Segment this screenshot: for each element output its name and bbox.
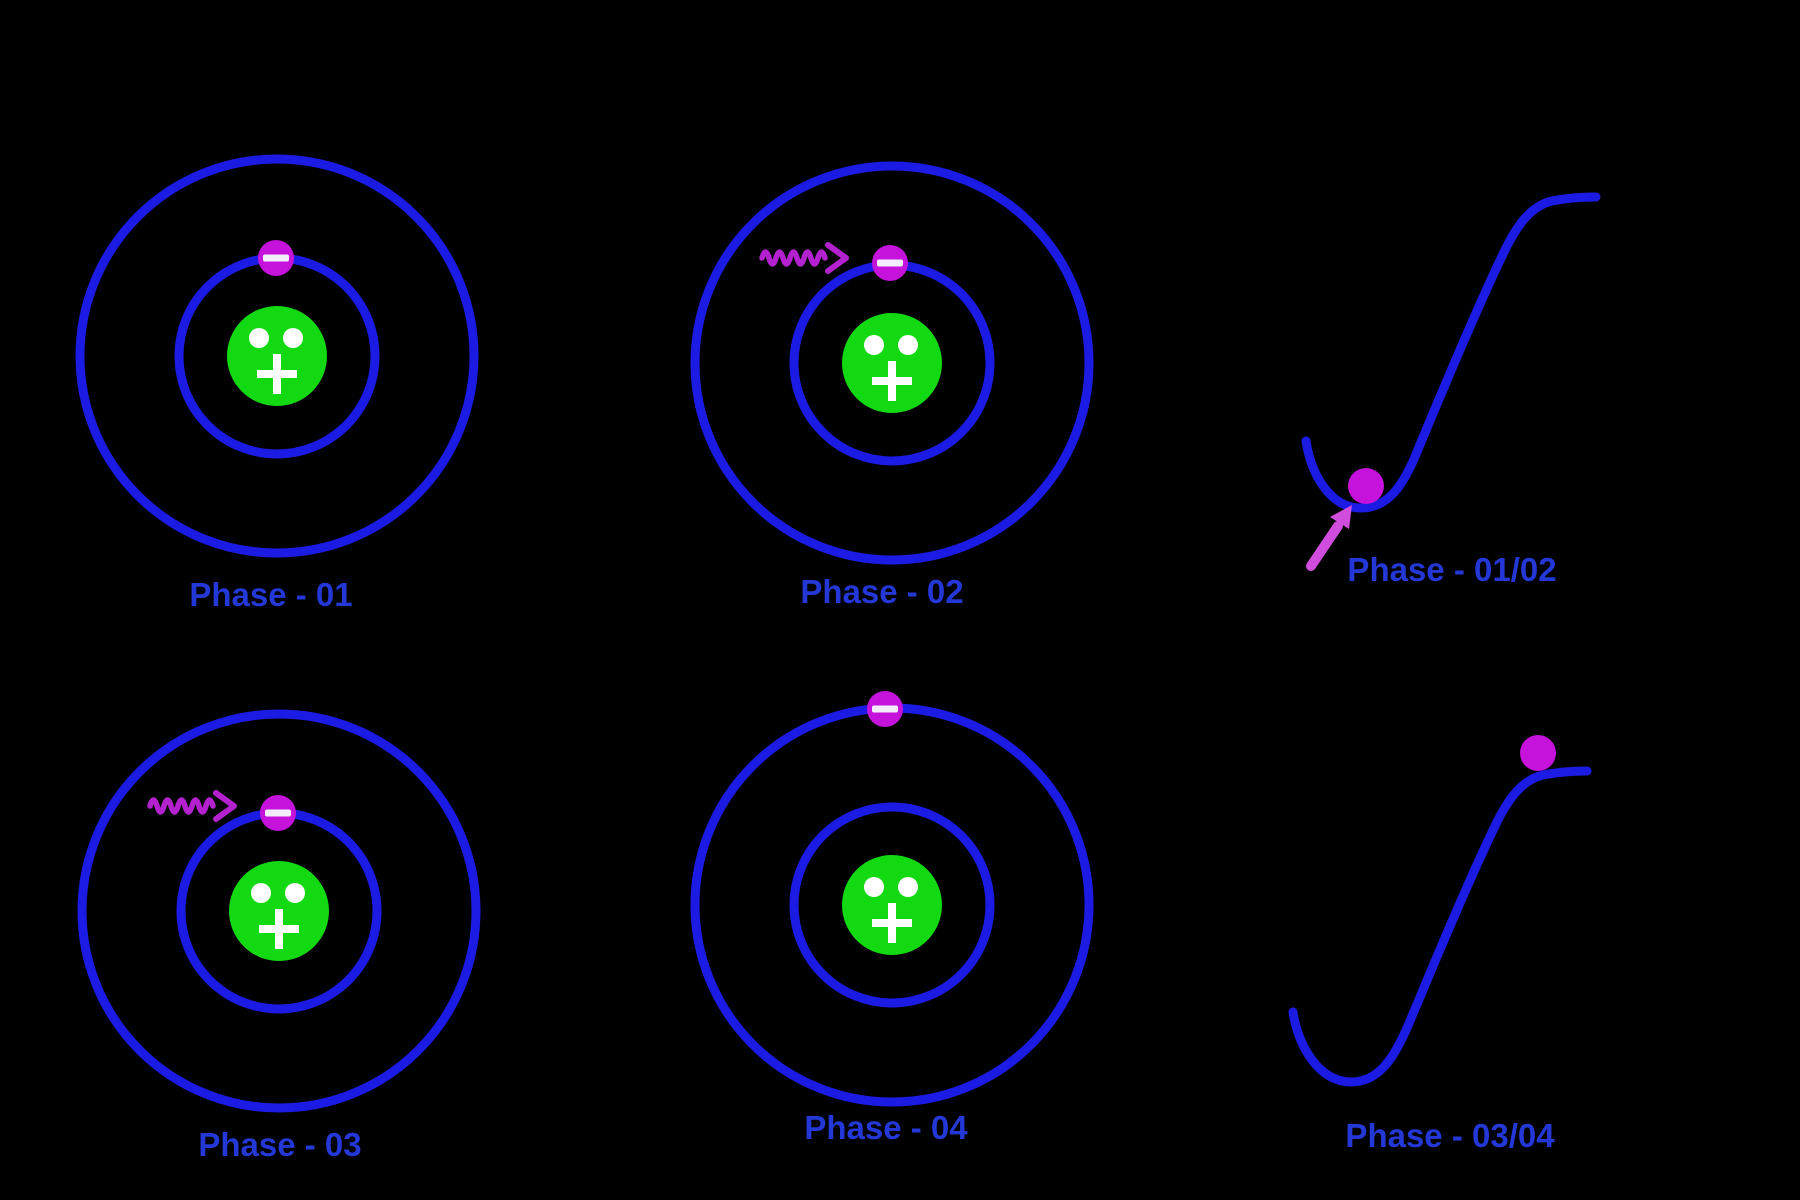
energy-curve-phase-01-02 [1301, 192, 1601, 571]
electron [258, 240, 294, 276]
proton-dot [249, 328, 269, 348]
plus-icon [259, 909, 299, 949]
phase-03-label: Phase - 03 [198, 1126, 362, 1163]
pointer-arrow [1306, 505, 1352, 571]
potential-curve [1288, 766, 1592, 1087]
electron [867, 691, 903, 727]
energy-curve-phase-03-04 [1288, 735, 1592, 1087]
phase-01-label: Phase - 01 [189, 576, 353, 613]
proton-dot [864, 877, 884, 897]
atom-phase-03 [77, 709, 481, 1113]
proton-dot [283, 328, 303, 348]
phase-01-02-label: Phase - 01/02 [1347, 551, 1557, 588]
nucleus [229, 861, 329, 961]
electron [872, 245, 908, 281]
plus-icon [257, 354, 297, 394]
pointer-head [1330, 505, 1352, 529]
plus-icon [872, 903, 912, 943]
plus-icon [872, 361, 912, 401]
proton-dot [864, 335, 884, 355]
electron-ball [1348, 468, 1384, 504]
plus-bar-vertical [275, 909, 283, 949]
electron [260, 795, 296, 831]
proton-dot [898, 877, 918, 897]
photon-wavy-arrow [759, 242, 849, 274]
outer-orbit [77, 709, 481, 1113]
photon-wave [759, 249, 828, 267]
minus-icon [877, 259, 903, 267]
photon-wavy-arrow [147, 790, 237, 822]
phase-04-label: Phase - 04 [804, 1109, 968, 1146]
photon-arrowhead [213, 790, 237, 822]
plus-bar-vertical [273, 354, 281, 394]
proton-dot [898, 335, 918, 355]
photon-wave [147, 797, 216, 815]
potential-curve [1301, 192, 1601, 513]
proton-dot [251, 883, 271, 903]
minus-icon [263, 254, 289, 262]
plus-bar-vertical [888, 903, 896, 943]
nucleus [842, 313, 942, 413]
electron-ball [1520, 735, 1556, 771]
nucleus [227, 306, 327, 406]
atom-phase-02 [690, 161, 1094, 565]
pointer-shaft [1306, 521, 1343, 571]
outer-orbit [75, 154, 479, 558]
phase-03-04-label: Phase - 03/04 [1345, 1117, 1555, 1154]
minus-icon [265, 809, 291, 817]
atom-phase-01 [75, 154, 479, 558]
photon-arrowhead [825, 242, 849, 274]
outer-orbit [690, 161, 1094, 565]
nucleus [842, 855, 942, 955]
phase-02-label: Phase - 02 [800, 573, 964, 610]
minus-icon [872, 705, 898, 713]
atom-phase-04 [690, 691, 1094, 1107]
inner-orbit [789, 802, 995, 1008]
plus-bar-vertical [888, 361, 896, 401]
proton-dot [285, 883, 305, 903]
